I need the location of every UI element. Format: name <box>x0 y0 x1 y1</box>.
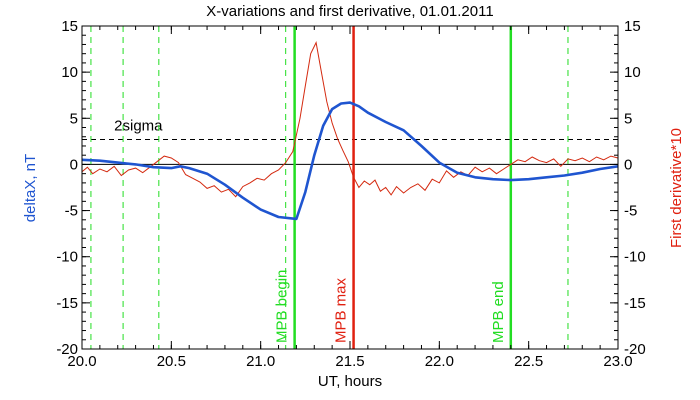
marker-label-mpb-begin: MPB begin <box>274 270 291 343</box>
chart-title: X-variations and first derivative, 01.01… <box>206 3 493 20</box>
x-tick-label: 21.0 <box>246 353 275 370</box>
y2-tick-label: -15 <box>624 295 646 312</box>
y-tick-label: 5 <box>70 110 78 127</box>
marker-label-mpb-end: MPB end <box>490 281 507 343</box>
threshold-label: 2sigma <box>114 118 163 135</box>
y-axis-title-right: First derivative*10 <box>668 128 685 248</box>
y2-tick-label: 0 <box>624 156 632 173</box>
x-axis-title: UT, hours <box>318 373 382 390</box>
y-tick-label: -5 <box>65 203 78 220</box>
x-tick-label: 20.5 <box>157 353 186 370</box>
y-tick-label: -10 <box>56 249 78 266</box>
x-tick-label: 22.5 <box>514 353 543 370</box>
y-tick-label: 10 <box>61 64 78 81</box>
y-tick-label: -15 <box>56 295 78 312</box>
x-tick-label: 21.5 <box>335 353 364 370</box>
y-tick-label: -20 <box>56 341 78 358</box>
y2-tick-label: 15 <box>624 18 641 35</box>
y2-tick-label: -5 <box>624 203 637 220</box>
y2-tick-label: -10 <box>624 249 646 266</box>
y-tick-label: 0 <box>70 156 78 173</box>
series-line-derivative <box>81 41 619 198</box>
y-axis-title-left: deltaX, nT <box>22 154 39 222</box>
y2-tick-label: 10 <box>624 64 641 81</box>
x-tick-label: 23.0 <box>603 353 632 370</box>
plot-frame <box>81 25 619 350</box>
y-tick-label: 15 <box>61 18 78 35</box>
series-line-deltax <box>81 101 619 221</box>
x-tick-label: 22.0 <box>425 353 454 370</box>
y2-tick-label: 5 <box>624 110 632 127</box>
x-tick-label: 20.0 <box>67 353 96 370</box>
chart-marks: 2sigma MPB begin MPB max MPB end 20.0 20.5 21.… <box>56 18 645 370</box>
marker-label-mpb-max: MPB max <box>333 277 350 343</box>
y2-tick-label: -20 <box>624 341 646 358</box>
